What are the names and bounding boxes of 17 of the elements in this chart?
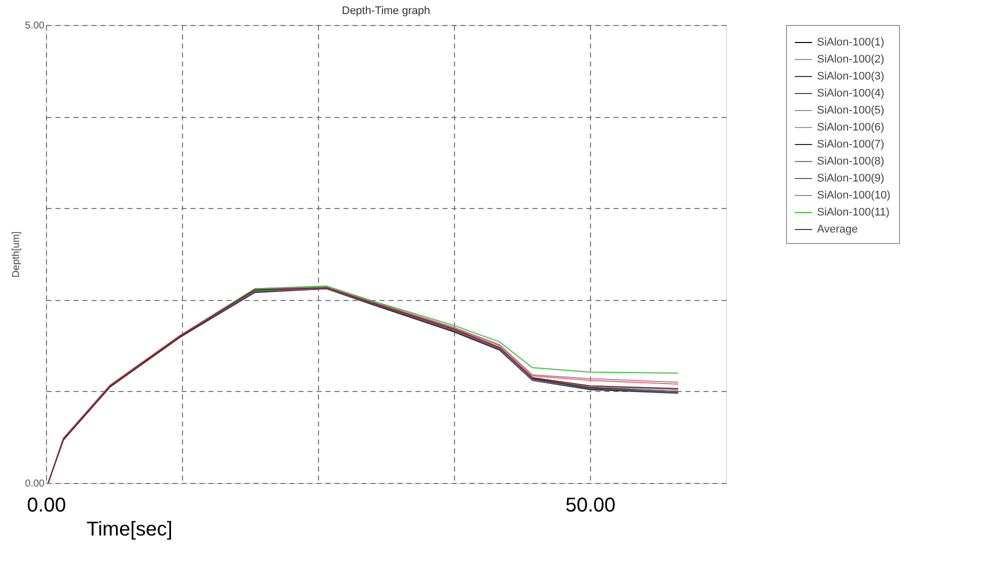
legend-label: SiAlon-100(10) (817, 190, 890, 202)
legend-label: SiAlon-100(3) (817, 70, 884, 82)
legend-label: SiAlon-100(6) (817, 122, 884, 134)
legend-label: SiAlon-100(7) (817, 138, 884, 150)
x-axis-title: Time[sec] (86, 518, 172, 540)
legend-label: SiAlon-100(2) (817, 54, 884, 66)
chart-title: Depth-Time graph (342, 5, 430, 17)
legend-label: SiAlon-100(8) (817, 156, 884, 168)
legend-label: SiAlon-100(5) (817, 104, 884, 116)
y-tick-label: 5.00 (25, 20, 45, 32)
legend-label: SiAlon-100(11) (817, 206, 890, 218)
y-axis-title: Depth[um] (11, 231, 22, 278)
legend-label: SiAlon-100(4) (817, 88, 884, 100)
legend-label: SiAlon-100(1) (817, 36, 884, 48)
legend-label: SiAlon-100(9) (817, 172, 884, 184)
legend-label: Average (817, 224, 858, 236)
x-tick-label: 50.00 (565, 494, 616, 516)
